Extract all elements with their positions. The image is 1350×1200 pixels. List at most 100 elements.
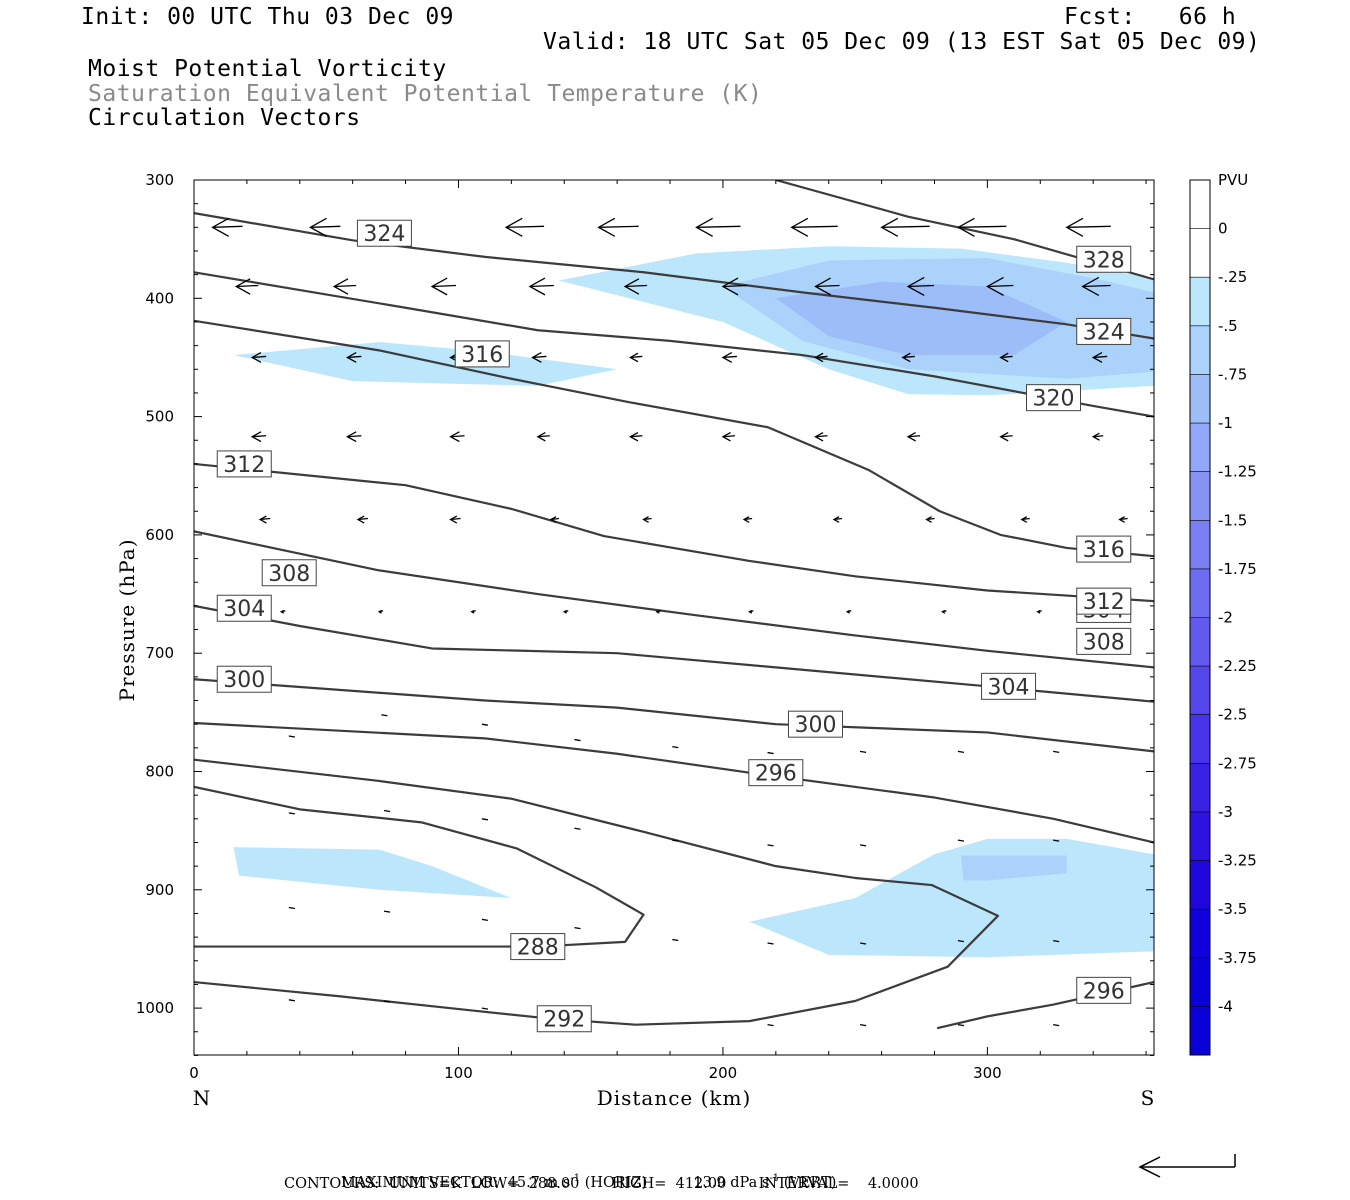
contour-label-box-9 — [261, 559, 317, 587]
colorbar-label: -4 — [1218, 997, 1233, 1015]
contour-label-box-4 — [787, 710, 843, 738]
contour-info: CONTOURS: UNITS=K LOW= 288.00 HIGH= 412.… — [284, 1176, 919, 1192]
weak-vector — [574, 927, 581, 930]
circulation-vector — [332, 278, 357, 295]
circulation-vector — [814, 277, 840, 296]
colorbar-segment — [1190, 666, 1210, 716]
contour-label-box-18 — [1076, 245, 1132, 273]
weak-vector — [381, 714, 388, 717]
weak-vector — [1053, 940, 1060, 943]
contour-label-324: 324 — [1083, 320, 1125, 345]
circulation-vector — [211, 217, 243, 237]
contour-label-292: 292 — [543, 1008, 585, 1033]
contour-label-320: 320 — [1033, 387, 1075, 412]
contour-label-box-14 — [1076, 535, 1132, 563]
colorbar-label: -1.25 — [1218, 463, 1257, 481]
circulation-vector — [986, 276, 1014, 297]
theta-e-contour-300 — [194, 678, 1154, 753]
x-axis-label: Distance (km) — [597, 1086, 752, 1110]
y-tick-label: 600 — [145, 526, 174, 544]
contour-label-296: 296 — [755, 762, 797, 787]
weak-vector — [957, 1024, 965, 1027]
x-tick-label: 300 — [973, 1064, 1002, 1082]
colorbar-label: -.5 — [1218, 317, 1238, 335]
circulation-vector — [748, 609, 754, 614]
colorbar-segment — [1190, 860, 1210, 910]
contour-label-300: 300 — [794, 713, 836, 738]
circulation-vector — [642, 516, 652, 523]
circulation-vector — [470, 609, 476, 614]
circulation-vector — [695, 217, 741, 237]
contour-label-box-7 — [981, 672, 1037, 700]
circulation-vector — [999, 431, 1013, 442]
weak-vector — [859, 844, 867, 847]
max-vector-line: MAXIMUM VECTOR: 45.7 m s-1 (HORIZ) 13.9 … — [341, 1173, 837, 1191]
circulation-vector — [562, 609, 569, 614]
contour-label-box-12 — [1076, 587, 1132, 615]
circulation-vector — [941, 609, 947, 614]
circulation-vector — [845, 609, 852, 614]
circulation-vector — [901, 352, 915, 363]
contour-label-316: 316 — [1083, 538, 1125, 563]
theta-e-contour-308 — [194, 530, 1154, 669]
pv-region-6 — [960, 855, 1067, 881]
circulation-vector — [1081, 276, 1111, 297]
circulation-vector — [629, 352, 643, 363]
circulation-vector — [449, 431, 465, 443]
circulation-vector — [721, 351, 737, 363]
colorbar-segment — [1190, 277, 1210, 327]
weak-vector — [481, 818, 489, 821]
colorbar-segment — [1190, 957, 1210, 1007]
colorbar-segment — [1190, 617, 1210, 667]
colorbar-segment — [1190, 471, 1210, 521]
valid-time: Valid: 18 UTC Sat 05 Dec 09 (13 EST Sat … — [543, 29, 1261, 55]
weak-vector — [288, 906, 295, 910]
colorbar-label: -.25 — [1218, 268, 1247, 286]
circulation-vector — [832, 516, 843, 523]
x-end-right-label: S — [1141, 1086, 1156, 1110]
contour-label-box-15 — [1026, 384, 1082, 412]
circulation-vector — [597, 217, 639, 237]
circulation-vector — [250, 351, 267, 363]
circulation-vector — [549, 516, 560, 523]
circulation-vector — [377, 609, 384, 614]
circulation-vector — [906, 276, 935, 297]
contour-label-box-5 — [216, 665, 272, 693]
weak-vector — [672, 839, 679, 842]
weak-vector — [574, 738, 581, 742]
theta-e-contour-292 — [194, 758, 1000, 1026]
weak-vector — [957, 750, 965, 754]
weak-vector — [859, 942, 867, 945]
circulation-vector — [356, 515, 369, 524]
colorbar-label: -.75 — [1218, 365, 1247, 383]
colorbar-label: -1.5 — [1218, 511, 1247, 529]
weak-vector — [767, 942, 774, 945]
circulation-vector — [528, 277, 554, 296]
colorbar-segment — [1190, 811, 1210, 862]
circulation-vector — [721, 431, 735, 442]
plot-frame — [193, 179, 1155, 1056]
x-tick-label: 0 — [189, 1064, 199, 1082]
pv-region-4 — [233, 847, 512, 899]
circulation-vector — [655, 609, 661, 614]
contour-label-box-11 — [216, 450, 272, 478]
circulation-vector — [1020, 516, 1030, 523]
contour-label-312: 312 — [223, 453, 265, 478]
circulation-vector — [430, 277, 457, 296]
colorbar-label: -2.75 — [1218, 754, 1257, 772]
contour-label-312: 312 — [1083, 590, 1125, 615]
legend-mpv: Moist Potential Vorticity — [88, 56, 447, 82]
weak-vector — [481, 918, 489, 922]
circulation-vector — [346, 431, 362, 443]
circulation-vector — [814, 352, 828, 363]
weak-vector — [1053, 839, 1060, 842]
contour-label-296: 296 — [1083, 979, 1125, 1004]
circulation-vector — [880, 217, 930, 237]
colorbar-segment — [1190, 568, 1210, 618]
circulation-vector — [1118, 516, 1128, 523]
contour-label-324: 324 — [363, 222, 405, 247]
contour-label-box-17 — [1076, 317, 1132, 345]
colorbar-segment — [1190, 180, 1210, 230]
colorbar-segment — [1190, 909, 1210, 959]
contour-label-288: 288 — [517, 936, 559, 961]
